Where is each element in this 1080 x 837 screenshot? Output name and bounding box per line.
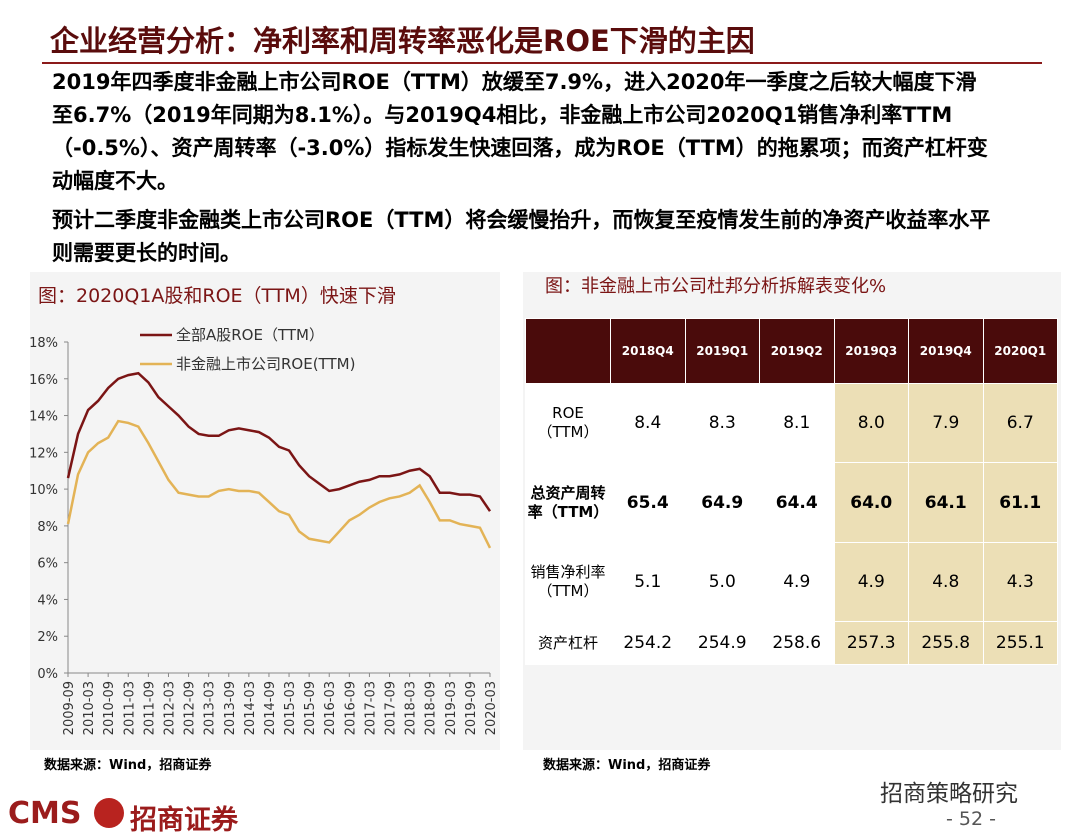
title-rule: [42, 62, 1042, 64]
dupont-table: 2018Q4 2019Q1 2019Q2 2019Q3 2019Q4 2020Q1 ROE（…: [525, 318, 1058, 665]
table-cell: 64.1: [908, 462, 984, 543]
paragraph: 预计二季度非金融类上市公司ROE（TTM）将会缓慢抬升，而恢复至疫情发生前的净资…: [52, 208, 991, 265]
table-cell: 6.7: [982, 382, 1058, 464]
legend-label: 全部A股ROE（TTM）: [176, 326, 324, 344]
y-tick-label: 12%: [29, 446, 58, 461]
y-tick-label: 16%: [29, 373, 58, 388]
table-cell: 255.8: [908, 621, 984, 665]
slide-title: 企业经营分析：净利率和周转率恶化是ROE下滑的主因: [50, 24, 755, 58]
x-tick-label: 2019-09: [464, 681, 479, 735]
x-tick-label: 2012-09: [183, 681, 198, 735]
table-row: 总资产周转率（TTM） 65.4 64.9 64.4 64.0 64.1 61.1: [525, 462, 1058, 543]
table-cell: 8.1: [759, 382, 835, 464]
table-cell: 8.0: [833, 382, 909, 464]
table-title: 图：非金融上市公司杜邦分析拆解表变化%: [545, 276, 887, 297]
logo: CMS: [8, 796, 82, 831]
table-cell: 254.2: [610, 621, 686, 665]
table-cell: 61.1: [982, 462, 1058, 543]
x-tick-label: 2013-09: [223, 681, 238, 735]
legend-label: 非金融上市公司ROE(TTM): [176, 355, 355, 373]
logo-icon: [94, 798, 124, 828]
x-tick-label: 2018-09: [424, 681, 439, 735]
watermark: 招商策略研究: [880, 781, 1018, 807]
x-tick-label: 2017-09: [384, 681, 399, 735]
table-cell: 64.9: [684, 462, 760, 543]
y-tick-label: 14%: [29, 410, 58, 425]
line-series: [66, 371, 492, 512]
table-cell: 258.6: [759, 621, 835, 665]
table-cell: 7.9: [908, 382, 984, 464]
table-cell: 5.1: [610, 541, 686, 623]
y-tick-label: 4%: [37, 593, 58, 608]
y-tick-label: 2%: [37, 630, 58, 645]
row-label: 资产杠杆: [525, 621, 611, 665]
table-row: ROE（TTM） 8.4 8.3 8.1 8.0 7.9 6.7: [525, 382, 1058, 464]
row-label: ROE（TTM）: [525, 382, 611, 464]
x-tick-label: 2015-09: [303, 681, 318, 735]
table-cell: 65.4: [610, 462, 686, 543]
table-cell: 8.3: [684, 382, 760, 464]
x-tick-label: 2017-03: [363, 681, 378, 735]
header-cell: 2020Q1: [982, 318, 1058, 384]
row-label: 销售净利率（TTM）: [525, 541, 611, 623]
y-tick-label: 18%: [29, 336, 58, 351]
table-cell: 64.0: [833, 462, 909, 543]
table-cell: 257.3: [833, 621, 909, 665]
table-row: 资产杠杆 254.2 254.9 258.6 257.3 255.8 255.1: [525, 621, 1058, 665]
x-tick-label: 2015-03: [283, 681, 298, 735]
x-tick-label: 2013-03: [203, 681, 218, 735]
x-tick-label: 2018-03: [404, 681, 419, 735]
y-tick-label: 8%: [37, 520, 58, 535]
x-tick-label: 2010-03: [82, 681, 97, 735]
header-cell: 2019Q2: [759, 318, 835, 384]
x-tick-label: 2011-09: [142, 681, 157, 735]
x-tick-label: 2019-03: [444, 681, 459, 735]
table-cell: 254.9: [684, 621, 760, 665]
table-cell: 5.0: [684, 541, 760, 623]
table-cell: 4.9: [759, 541, 835, 623]
table-cell: 8.4: [610, 382, 686, 464]
x-tick-label: 2009-09: [62, 681, 77, 735]
x-tick-label: 2011-03: [122, 681, 137, 735]
table-cell: 255.1: [982, 621, 1058, 665]
y-tick-label: 6%: [37, 557, 58, 572]
x-tick-label: 2016-03: [323, 681, 338, 735]
line-series: [66, 419, 492, 549]
page-number: - 52 -: [946, 808, 996, 830]
x-tick-label: 2014-03: [243, 681, 258, 735]
table-cell: 64.4: [759, 462, 835, 543]
table-cell: 4.3: [982, 541, 1058, 623]
header-cell: 2019Q1: [684, 318, 760, 384]
header-row: 2018Q4 2019Q1 2019Q2 2019Q3 2019Q4 2020Q1: [525, 318, 1058, 384]
chart-title: 图：2020Q1A股和ROE（TTM）快速下滑: [38, 285, 396, 307]
x-tick-label: 2012-03: [162, 681, 177, 735]
table-cell: 4.8: [908, 541, 984, 623]
table-row: 销售净利率（TTM） 5.1 5.0 4.9 4.9 4.8 4.3: [525, 541, 1058, 623]
x-tick-label: 2010-09: [102, 681, 117, 735]
row-label: 总资产周转率（TTM）: [525, 462, 611, 543]
x-tick-label: 2020-03: [484, 681, 499, 735]
header-cell: 2019Q4: [908, 318, 984, 384]
header-cell: 2018Q4: [610, 318, 686, 384]
source: 数据来源：Wind，招商证券: [543, 758, 711, 773]
chart-panel: [30, 272, 500, 750]
y-tick-label: 10%: [29, 483, 58, 498]
x-tick-label: 2014-09: [263, 681, 278, 735]
company: 招商证券: [130, 805, 238, 836]
paragraph: 2019年四季度非金融上市公司ROE（TTM）放缓至7.9%，进入2020年一季…: [52, 70, 988, 193]
table-cell: 4.9: [833, 541, 909, 623]
header-cell: 2019Q3: [833, 318, 909, 384]
x-tick-label: 2016-09: [343, 681, 358, 735]
source: 数据来源：Wind，招商证券: [44, 758, 212, 773]
y-tick-label: 0%: [37, 667, 58, 682]
corner-cell: [525, 318, 611, 384]
